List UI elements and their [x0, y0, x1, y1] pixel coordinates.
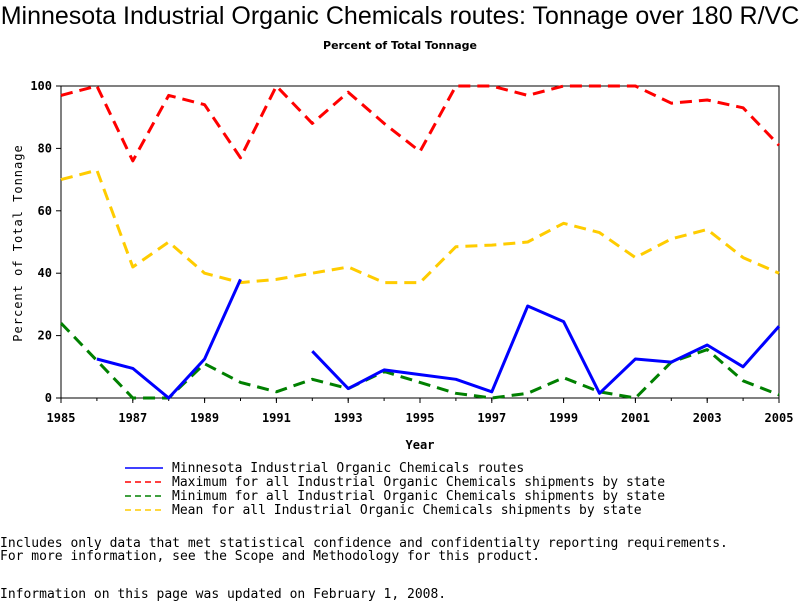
series-line — [96, 278, 242, 400]
x-tick-label: 1993 — [334, 411, 363, 425]
x-tick-label: 1987 — [118, 411, 147, 425]
x-tick-label: 1997 — [477, 411, 506, 425]
legend: Minnesota Industrial Organic Chemicals r… — [125, 461, 665, 518]
note-methodology: For more information, see the Scope and … — [0, 549, 541, 564]
x-tick-label: 1989 — [190, 411, 219, 425]
legend-label: Maximum for all Industrial Organic Chemi… — [172, 475, 665, 490]
x-tick-label: 1985 — [47, 411, 76, 425]
plot-frame — [60, 85, 780, 399]
y-tick-label: 20 — [38, 329, 52, 343]
note-confidence: Includes only data that met statistical … — [0, 536, 728, 551]
legend-label: Minimum for all Industrial Organic Chemi… — [172, 489, 665, 504]
y-tick-label: 40 — [38, 266, 52, 280]
chart-title: Minnesota Industrial Organic Chemicals r… — [0, 2, 800, 30]
legend-label: Minnesota Industrial Organic Chemicals r… — [172, 461, 524, 476]
x-tick-label: 1999 — [549, 411, 578, 425]
legend-label: Mean for all Industrial Organic Chemical… — [172, 503, 642, 518]
chart-axes: 1985 1987 1989 1991 1993 1995 1997 1999 2001 2003… — [30, 79, 793, 425]
x-tick-label: 2003 — [693, 411, 722, 425]
y-tick-label: 100 — [30, 79, 52, 93]
chart-subtitle: Percent of Total Tonnage — [323, 39, 477, 52]
series-line — [60, 84, 781, 163]
y-tick-label: 0 — [45, 391, 52, 405]
series-line — [311, 304, 781, 395]
chart-series — [59, 84, 781, 400]
y-axis-title: Percent of Total Tonnage — [11, 144, 25, 341]
series-line — [60, 168, 780, 285]
y-tick-label: 60 — [38, 204, 52, 218]
x-axis-title: Year — [406, 438, 435, 452]
x-tick-label: 1991 — [262, 411, 291, 425]
x-tick-label: 2005 — [765, 411, 794, 425]
note-updated: Information on this page was updated on … — [0, 587, 447, 602]
y-tick-label: 80 — [38, 141, 52, 155]
x-tick-label: 2001 — [621, 411, 650, 425]
x-tick-label: 1995 — [406, 411, 435, 425]
